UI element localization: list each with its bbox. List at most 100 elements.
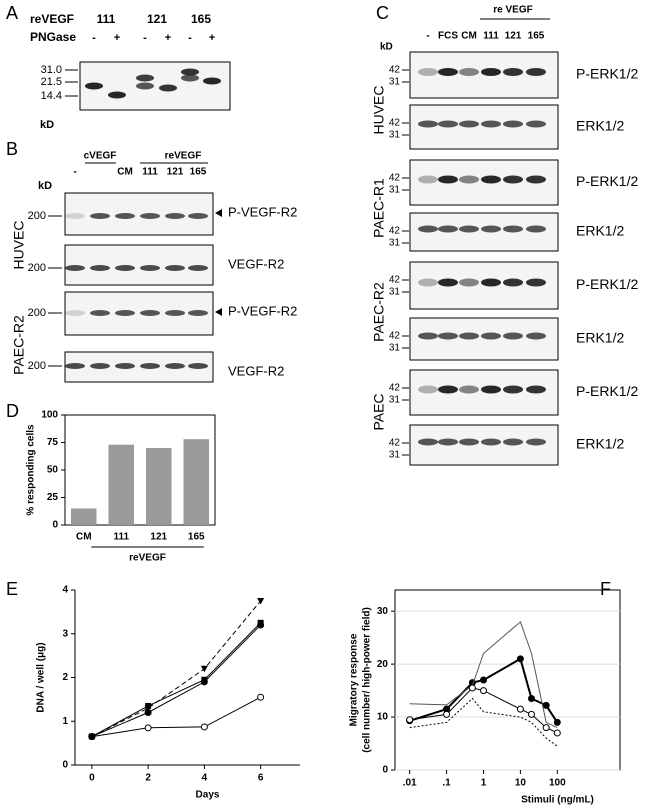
band [418, 68, 438, 76]
marker-label: 31 [389, 130, 401, 141]
lane-label: 165 [528, 31, 545, 42]
band [503, 385, 523, 394]
band [418, 332, 438, 340]
point [542, 701, 550, 709]
group-label: cVEGF [84, 151, 117, 162]
bar [183, 439, 209, 525]
band [90, 265, 110, 271]
cell-label: PAEC [371, 393, 387, 430]
x-tick-label: CM [76, 532, 92, 543]
band [65, 213, 85, 219]
point [443, 705, 451, 713]
marker-label: 31 [389, 238, 401, 249]
blot-label: P-VEGF-R2 [228, 303, 297, 318]
band [481, 120, 501, 128]
blot-label: P-ERK1/2 [576, 383, 638, 399]
unit: kD [380, 42, 393, 53]
x-tick-label: 121 [150, 532, 167, 543]
band [418, 120, 438, 128]
x-tick-label: 10 [515, 778, 527, 789]
x-tick-label: 6 [258, 773, 264, 784]
band [503, 175, 523, 184]
sign: - [188, 32, 192, 44]
arrowhead [215, 209, 222, 217]
lane-label: - [426, 31, 429, 42]
band [181, 68, 199, 76]
y-tick-label: 0 [52, 520, 58, 531]
band [459, 385, 479, 394]
band [438, 225, 458, 233]
band [165, 310, 185, 316]
point [406, 716, 414, 724]
marker-label: 200 [28, 210, 46, 222]
y-tick-label: 10 [377, 712, 389, 723]
band [438, 438, 458, 446]
blot-label: P-ERK1/2 [576, 66, 638, 82]
band [140, 213, 160, 219]
marker-label: 42 [389, 226, 401, 237]
band [438, 175, 458, 184]
blot-label: ERK1/2 [576, 223, 624, 239]
band [459, 175, 479, 184]
band [438, 278, 458, 287]
marker-label: 42 [389, 331, 401, 342]
band [203, 77, 221, 85]
lane-label: - [73, 167, 76, 178]
band [188, 265, 208, 271]
band [438, 385, 458, 394]
panel-label: D [6, 401, 19, 421]
point [553, 718, 561, 726]
band [159, 84, 177, 92]
band [438, 68, 458, 76]
x-tick-label: 0 [89, 773, 95, 784]
y-tick-label: 25 [47, 492, 59, 503]
marker-label: 31 [389, 77, 401, 88]
header: reVEGF [30, 12, 74, 26]
blot [64, 244, 214, 286]
band [438, 332, 458, 340]
series-line [91, 622, 261, 738]
point [553, 729, 561, 737]
band [459, 120, 479, 128]
panel-label: A [6, 3, 18, 23]
lane-label: 111 [483, 31, 499, 42]
sign: + [114, 32, 120, 44]
band [503, 120, 523, 128]
band [481, 332, 501, 340]
lane-label: 165 [191, 12, 211, 26]
x-tick-label: .01 [403, 778, 417, 789]
point [479, 676, 487, 684]
series-line [91, 696, 261, 738]
y-axis-label: DNA / well (μg) [36, 642, 47, 712]
y-tick-label: 100 [41, 410, 58, 421]
marker-label: 42 [389, 173, 401, 184]
point [200, 665, 208, 673]
unit: kD [40, 119, 54, 131]
y-tick-label: 50 [47, 465, 59, 476]
band [459, 68, 479, 76]
series-line [91, 600, 261, 738]
x-tick-label: 111 [113, 532, 129, 543]
marker-label: 14.4 [41, 90, 62, 102]
annotation: reVEGF [129, 553, 166, 564]
band [418, 175, 438, 184]
band [188, 310, 208, 316]
band [418, 438, 438, 446]
series-line [409, 697, 558, 747]
y-tick-label: 0 [382, 765, 388, 776]
y-axis-label: Migratory response [349, 633, 360, 726]
x-tick-label: .1 [442, 778, 451, 789]
x-axis-label: Stimuli (ng/mL) [521, 795, 594, 806]
band [115, 363, 135, 369]
panel-label: C [376, 3, 389, 23]
x-tick-label: 1 [481, 778, 487, 789]
point [443, 710, 451, 718]
marker-label: 200 [28, 262, 46, 274]
blot-label: VEGF-R2 [228, 363, 284, 378]
band [165, 213, 185, 219]
band [503, 438, 523, 446]
group-label: reVEGF [165, 151, 202, 162]
band [90, 363, 110, 369]
point [200, 723, 208, 731]
band [481, 438, 501, 446]
